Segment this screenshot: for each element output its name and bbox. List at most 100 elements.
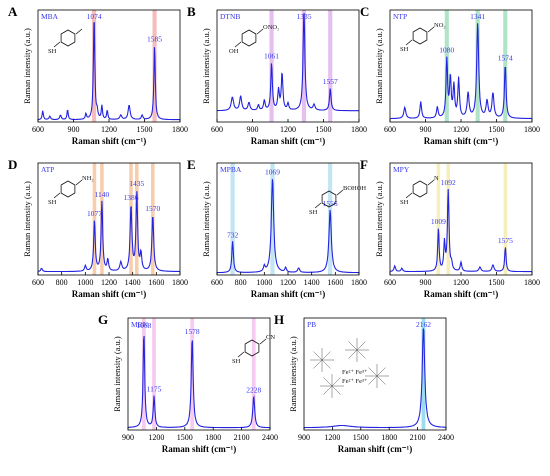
bond: [259, 338, 267, 345]
x-tick-label: 1200: [453, 125, 469, 134]
highlight-band: [503, 163, 508, 275]
x-tick-label: 900: [122, 433, 134, 442]
spectrum-line: [127, 335, 270, 429]
highlight-band: [92, 10, 97, 122]
x-tick-label: 1200: [101, 125, 117, 134]
x-tick-label: 600: [32, 278, 44, 287]
bond: [405, 192, 413, 199]
lattice-bond: [313, 351, 331, 369]
y-axis-label: Raman intensity (a.u.): [374, 28, 384, 104]
plot-frame: [127, 317, 271, 431]
x-tick-label: 900: [298, 433, 310, 442]
x-axis-label: Raman shift (cm⁻¹): [72, 289, 146, 299]
sample-name: DTNB: [220, 12, 240, 21]
bond: [405, 39, 413, 46]
y-axis-label: Raman intensity (a.u.): [374, 181, 384, 257]
molecule-structure: Fe²⁺ Fe³⁺ Fe²⁺ Fe³⁺: [310, 338, 389, 398]
y-axis-label: Raman intensity (a.u.): [22, 181, 32, 257]
molecule-structure: SH BOHOH: [309, 185, 366, 216]
thiol-label: SH: [48, 199, 57, 206]
benzene-ring: [60, 180, 76, 198]
x-tick-label: 1800: [381, 433, 397, 442]
chart-panel-h: 900 1200 1500 1800 2100 2400 2162 H PB Raman inte…: [274, 312, 454, 454]
benzene-ring: [412, 27, 428, 45]
x-tick-label: 600: [32, 125, 44, 134]
molecule-structure: SH N: [400, 175, 439, 206]
x-tick-label: 2100: [234, 433, 250, 442]
highlight-band: [446, 163, 450, 275]
x-tick-label: 1800: [205, 433, 221, 442]
panel-letter: G: [98, 312, 108, 327]
chart-panel-b: 600 900 1200 1500 1800 1061 1335 1557 B DTNB Raman…: [187, 4, 367, 146]
x-tick-label: 600: [384, 125, 396, 134]
x-tick-label: 2400: [262, 433, 278, 442]
x-axis-label: Raman shift (cm⁻¹): [251, 289, 325, 299]
thiol-label: SH: [400, 46, 409, 53]
x-tick-label: 1200: [101, 278, 117, 287]
lattice-bond: [323, 377, 341, 395]
molecule-structure: SH: [48, 28, 83, 55]
highlight-band: [421, 318, 426, 430]
x-tick-label: 600: [211, 125, 223, 134]
bond: [237, 351, 245, 358]
panel-letter: A: [8, 4, 18, 19]
functional-group-label: BOHOH: [343, 185, 366, 192]
plot-frame: [37, 162, 181, 276]
benzene-ring: [412, 180, 428, 198]
bond: [256, 28, 264, 35]
spectrum-line: [389, 188, 532, 273]
plot-frame: [37, 9, 181, 123]
x-axis-label: Raman shift (cm⁻¹): [424, 136, 498, 146]
x-tick-label: 1200: [148, 433, 164, 442]
plot-frame: [389, 162, 533, 276]
spectrum-line: [37, 191, 181, 273]
bond: [234, 41, 242, 48]
panel-letter: H: [274, 312, 284, 327]
functional-group-label: CN: [266, 334, 275, 341]
highlight-band: [503, 10, 508, 122]
x-tick-label: 1500: [177, 433, 193, 442]
peak-label: 1335: [296, 12, 311, 21]
highlight-band: [92, 163, 97, 275]
x-axis-label: Raman shift (cm⁻¹): [338, 444, 412, 454]
molecule-structure: SH NH₂: [48, 175, 94, 206]
highlight-band: [301, 10, 307, 122]
panel-letter: F: [360, 157, 368, 172]
x-tick-label: 800: [235, 278, 247, 287]
x-tick-label: 600: [384, 278, 396, 287]
peak-label: 1575: [498, 236, 513, 245]
peak-label: 2228: [246, 385, 261, 394]
chart-panel-d: 600 800 1000 1200 1400 1600 1800 1077 1140 1386 14…: [8, 157, 188, 299]
functional-group-label: ONO₂: [263, 24, 279, 31]
y-axis-label: Raman intensity (a.u.): [201, 28, 211, 104]
chart-panel-e: 600 800 1000 1200 1400 1600 1800 732 1069 1556 E MP…: [187, 157, 367, 299]
highlight-band: [142, 318, 146, 430]
thiol-label: OH: [229, 48, 239, 55]
peak-label: 1175: [147, 384, 162, 393]
lattice-bond: [348, 341, 366, 359]
molecule-structure: SH CN: [232, 334, 275, 365]
bond: [53, 41, 61, 48]
y-axis-label: Raman intensity (a.u.): [288, 336, 298, 412]
sample-name: NTP: [393, 12, 407, 21]
x-tick-label: 1500: [353, 433, 369, 442]
bond: [427, 26, 435, 33]
peak-label: 1557: [323, 77, 338, 86]
peak-label: 1341: [470, 12, 485, 21]
x-tick-label: 1000: [256, 278, 272, 287]
highlight-band: [100, 163, 104, 275]
x-tick-label: 900: [68, 125, 80, 134]
highlight-band: [251, 318, 256, 430]
peak-label: 1080: [439, 46, 454, 55]
x-tick-label: 900: [420, 125, 432, 134]
y-axis-label: Raman intensity (a.u.): [112, 336, 122, 412]
x-tick-label: 1500: [489, 125, 505, 134]
sample-name: MBA: [41, 12, 59, 21]
x-axis-label: Raman shift (cm⁻¹): [251, 136, 325, 146]
x-tick-label: 1800: [351, 278, 367, 287]
lattice-bond: [368, 367, 386, 385]
x-tick-label: 1400: [125, 278, 141, 287]
bond: [314, 202, 322, 209]
peak-label: 1574: [498, 53, 513, 62]
y-axis-label: Raman intensity (a.u.): [201, 181, 211, 257]
